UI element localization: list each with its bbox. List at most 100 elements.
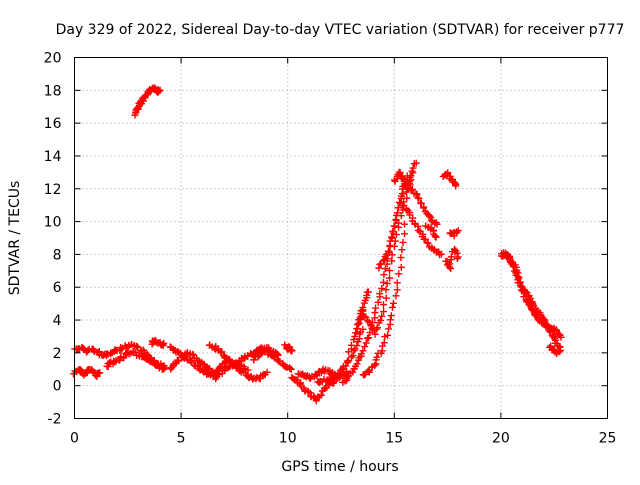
series-arc-8	[166, 343, 252, 383]
series-arc-9	[205, 341, 271, 383]
data-point	[343, 367, 351, 375]
data-point	[433, 220, 441, 228]
y-tick-label: 10	[44, 215, 62, 231]
data-point	[167, 365, 175, 373]
y-tick-label: 2	[53, 346, 62, 362]
data-point	[382, 286, 390, 294]
data-point	[353, 360, 361, 368]
series-arc-6	[148, 336, 168, 349]
data-point	[287, 347, 295, 355]
series-arc-23	[407, 185, 441, 228]
data-point	[366, 329, 374, 337]
data-point	[386, 267, 394, 275]
y-tick-label: 0	[53, 379, 62, 395]
data-point	[406, 211, 414, 219]
data-point	[420, 204, 428, 212]
data-point	[453, 255, 461, 263]
data-point	[150, 357, 158, 365]
x-tick-label: 0	[70, 431, 79, 447]
data-point	[388, 303, 396, 311]
data-point	[432, 219, 440, 227]
series-arc-24	[422, 222, 440, 241]
data-point	[395, 270, 403, 278]
series-arc-19	[359, 220, 409, 379]
data-point	[452, 182, 460, 190]
data-point	[359, 347, 367, 355]
data-point	[384, 247, 392, 255]
data-point	[557, 333, 565, 341]
data-points	[70, 84, 565, 405]
data-point	[361, 343, 369, 351]
data-point	[403, 182, 411, 190]
data-point	[173, 356, 181, 364]
x-axis-label: GPS time / hours	[281, 459, 398, 475]
data-point	[105, 359, 113, 367]
data-point	[454, 253, 462, 261]
data-point	[397, 254, 405, 262]
data-point	[156, 86, 164, 94]
data-point	[390, 222, 398, 230]
data-point	[371, 361, 379, 369]
data-point	[515, 274, 523, 282]
data-point	[380, 308, 388, 316]
series-arc-5	[131, 84, 164, 119]
data-point	[447, 265, 455, 273]
data-point	[545, 327, 553, 335]
data-point	[555, 348, 563, 356]
data-point	[393, 279, 401, 287]
data-point	[375, 264, 383, 272]
x-tick-label: 5	[177, 431, 186, 447]
data-point	[349, 368, 357, 376]
data-point	[364, 367, 372, 375]
data-point	[547, 328, 555, 336]
data-point	[397, 263, 405, 271]
data-point	[432, 233, 440, 241]
data-point	[379, 278, 387, 286]
data-point	[347, 341, 355, 349]
data-point	[96, 369, 104, 377]
data-point	[506, 254, 514, 262]
data-point	[160, 362, 168, 370]
data-point	[263, 368, 271, 376]
data-point	[512, 268, 520, 276]
series-arc-14	[294, 365, 341, 383]
data-point	[412, 159, 420, 167]
data-point	[365, 334, 373, 342]
data-point	[386, 316, 394, 324]
data-point	[371, 309, 379, 317]
data-point	[84, 347, 92, 355]
data-point	[401, 230, 409, 238]
data-point	[447, 253, 455, 261]
data-point	[399, 238, 407, 246]
x-tick-label: 25	[599, 431, 617, 447]
data-point	[253, 347, 261, 355]
data-point	[393, 286, 401, 294]
data-point	[380, 271, 388, 279]
data-point	[349, 352, 357, 360]
data-point	[400, 220, 408, 228]
data-point	[373, 324, 381, 332]
data-point	[379, 301, 387, 309]
data-point	[254, 353, 262, 361]
series-arc-11	[250, 346, 295, 373]
x-tick-label: 20	[492, 431, 510, 447]
data-point	[353, 325, 361, 333]
data-point	[392, 231, 400, 239]
data-point	[155, 87, 163, 95]
data-point	[371, 330, 379, 338]
data-point	[392, 292, 400, 300]
data-point	[259, 347, 267, 355]
data-point	[362, 313, 370, 321]
data-point	[354, 320, 362, 328]
series-arc-21	[390, 159, 420, 192]
series-arc-15	[314, 325, 367, 387]
data-point	[381, 265, 389, 273]
data-point	[236, 367, 244, 375]
data-point	[378, 312, 386, 320]
data-point	[517, 282, 525, 290]
data-point	[392, 211, 400, 219]
data-point	[241, 368, 249, 376]
y-tick-label: 20	[44, 51, 62, 67]
